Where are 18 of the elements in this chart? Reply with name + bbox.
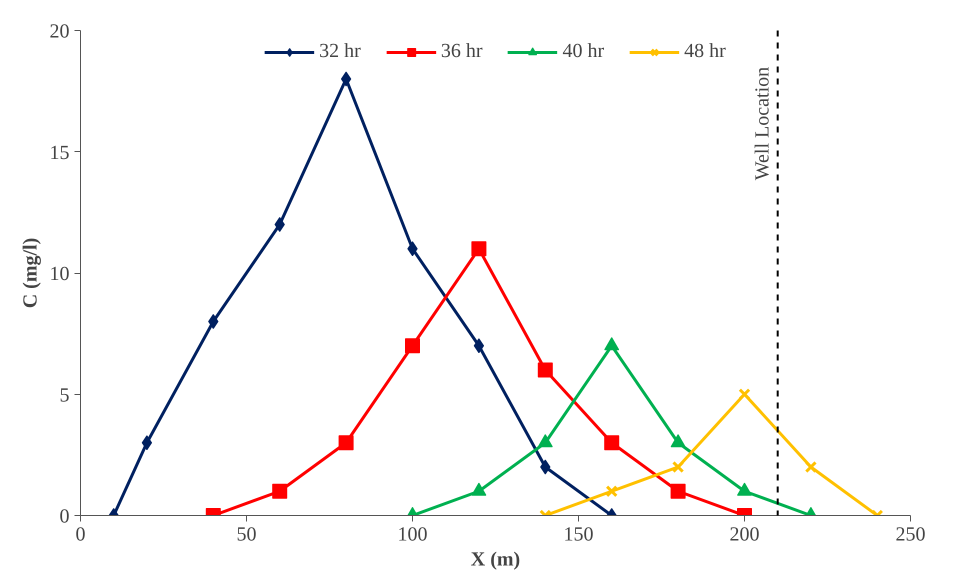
x-tick-label: 250	[896, 524, 926, 546]
x-tick-label: 0	[76, 524, 86, 546]
y-axis-title: C (mg/l)	[20, 238, 42, 308]
y-tick-label: 0	[60, 506, 70, 528]
x-tick-label: 50	[236, 524, 256, 546]
x-tick-label: 200	[730, 524, 760, 546]
x-tick-label: 100	[398, 524, 428, 546]
legend-label: 40 hr	[562, 40, 604, 63]
x-tick-label: 150	[564, 524, 594, 546]
legend-label: 48 hr	[684, 40, 726, 63]
legend-label: 36 hr	[440, 40, 482, 63]
ref-line-label: Well Location	[752, 66, 774, 180]
y-tick-label: 5	[60, 384, 70, 406]
legend-label: 32 hr	[319, 40, 361, 63]
y-tick-label: 20	[50, 20, 70, 42]
y-tick-label: 10	[50, 263, 70, 285]
x-axis-title: X (m)	[470, 548, 520, 570]
y-tick-label: 15	[50, 142, 70, 164]
